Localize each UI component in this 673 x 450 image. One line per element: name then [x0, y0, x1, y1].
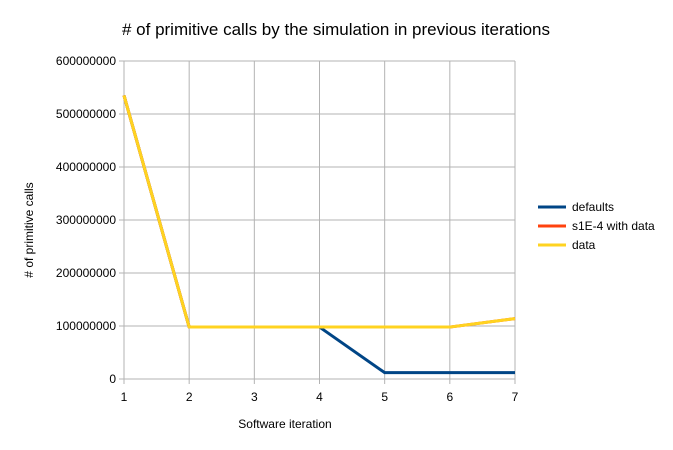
- y-tick-label: 400000000: [56, 160, 116, 174]
- grid: [123, 60, 516, 380]
- legend: defaults s1E-4 with data data: [538, 200, 655, 252]
- y-tick-label: 0: [109, 372, 116, 386]
- y-tick-label: 100000000: [56, 319, 116, 333]
- x-tick-label: 5: [381, 390, 388, 404]
- x-tick-label: 2: [186, 390, 193, 404]
- y-axis-label: # of primitive calls: [22, 182, 36, 277]
- x-tick-label: 6: [446, 390, 453, 404]
- x-tick-label: 1: [121, 390, 128, 404]
- series-line-data: [122, 95, 516, 329]
- y-tick-label: 600000000: [56, 54, 116, 68]
- legend-label: defaults: [572, 200, 614, 214]
- x-tick-label: 4: [316, 390, 323, 404]
- y-tick-label: 200000000: [56, 266, 116, 280]
- legend-label: s1E-4 with data: [572, 219, 655, 233]
- x-axis-ticks: 1 2 3 4 5 6 7: [121, 390, 519, 404]
- series-lines: [122, 95, 516, 375]
- x-tick-label: 7: [512, 390, 519, 404]
- y-tick-label: 500000000: [56, 107, 116, 121]
- axes: [119, 60, 516, 384]
- y-axis-ticks: 0 100000000 200000000 300000000 400000000 500…: [56, 54, 116, 386]
- legend-label: data: [572, 238, 596, 252]
- chart-title: # of primitive calls by the simulation i…: [122, 20, 550, 39]
- x-tick-label: 3: [251, 390, 258, 404]
- x-axis-label: Software iteration: [238, 417, 331, 431]
- y-tick-label: 300000000: [56, 213, 116, 227]
